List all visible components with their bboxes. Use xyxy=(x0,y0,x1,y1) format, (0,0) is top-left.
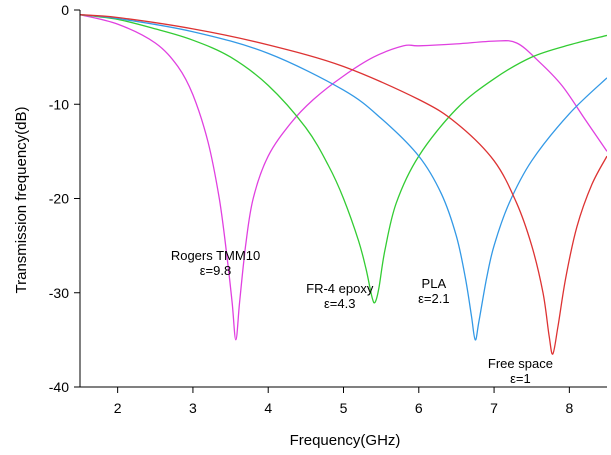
x-tick-label: 3 xyxy=(189,400,197,416)
x-axis-title: Frequency(GHz) xyxy=(290,432,401,449)
y-tick-label: 0 xyxy=(61,2,69,18)
pla-label: PLA ε=2.1 xyxy=(418,276,449,306)
y-tick-label: -10 xyxy=(49,96,69,112)
x-tick-label: 4 xyxy=(264,400,272,416)
x-tick-label: 7 xyxy=(490,400,498,416)
free-space-label: Free space ε=1 xyxy=(488,356,553,386)
plot-area: Rogers TMM10 ε=9.8 FR-4 epoxy ε=4.3 PLA ε=2.1… xyxy=(80,14,607,386)
fr4-epoxy-label: FR-4 epoxy ε=4.3 xyxy=(306,281,374,311)
fr4-epoxy-curve xyxy=(80,14,607,304)
y-axis-title: Transmission frequency(dB) xyxy=(13,106,30,293)
rogers-tmm10-curve xyxy=(80,14,607,341)
x-tick-label: 8 xyxy=(565,400,573,416)
y-tick-label: -30 xyxy=(49,285,69,301)
x-tick-label: 2 xyxy=(114,400,122,416)
y-tick-label: -40 xyxy=(49,379,69,395)
free-space-curve xyxy=(80,14,607,355)
pla-curve xyxy=(80,14,607,341)
x-tick-label: 5 xyxy=(340,400,348,416)
y-tick-label: -20 xyxy=(49,191,69,207)
x-tick-label: 6 xyxy=(415,400,423,416)
rogers-tmm10-label: Rogers TMM10 ε=9.8 xyxy=(171,248,260,278)
axes: 2 3 4 5 6 7 8 0 -10 -20 -30 -40 xyxy=(49,2,607,416)
